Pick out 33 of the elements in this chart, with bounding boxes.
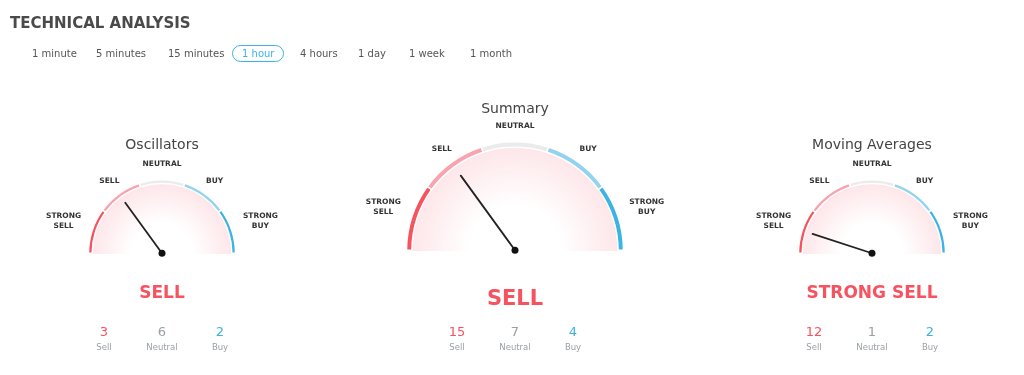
text: 1: [866, 324, 878, 339]
text: 2: [214, 324, 226, 339]
text: 4: [567, 324, 579, 339]
text: 15: [447, 324, 467, 339]
text: 1 week: [409, 48, 445, 59]
text: 12: [804, 324, 824, 339]
text: 1 month: [470, 48, 512, 59]
text: 1 day: [358, 48, 386, 59]
text: 7: [509, 324, 521, 339]
chart-title: Summary: [480, 100, 550, 116]
text: 3: [98, 324, 110, 339]
text: 1 minute: [32, 48, 77, 59]
text: 5 minutes: [96, 48, 147, 59]
text: SELL: [485, 286, 545, 310]
text: TECHNICAL ANALYSIS: [10, 14, 191, 32]
chart-title: Oscillators: [124, 136, 200, 152]
text: Sell: [805, 342, 823, 352]
text: Sell: [95, 342, 113, 352]
text: 4 hours: [300, 48, 338, 59]
text: Buy: [920, 342, 940, 352]
text: STRONG SELL: [805, 282, 939, 302]
text: SELL: [138, 282, 186, 302]
chart-title: Moving Averages: [811, 136, 933, 152]
text: Neutral: [145, 342, 179, 352]
text: Buy: [563, 342, 583, 352]
text: 6: [156, 324, 168, 339]
text: Neutral: [855, 342, 889, 352]
text: Sell: [448, 342, 466, 352]
text: 2: [924, 324, 936, 339]
text: 1 hour: [242, 48, 275, 59]
text: Buy: [210, 342, 230, 352]
text: Neutral: [498, 342, 532, 352]
text: 15 minutes: [168, 48, 225, 59]
